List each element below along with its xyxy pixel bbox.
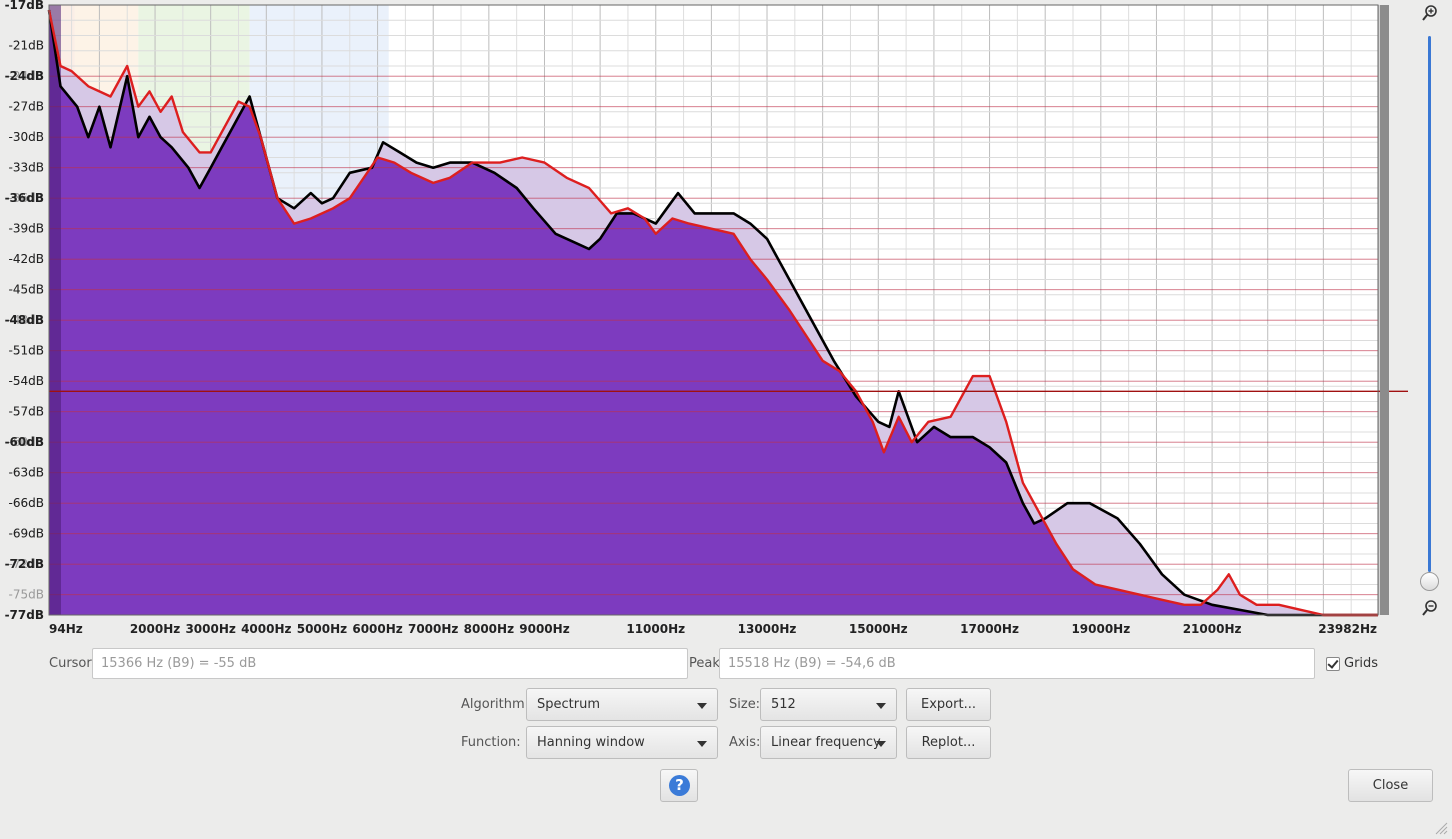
y-tick-label: -66dB — [9, 496, 44, 510]
zoom-slider-track[interactable] — [1428, 36, 1431, 572]
x-tick-label: 23982Hz — [1318, 622, 1377, 636]
x-tick-label: 94Hz — [49, 622, 83, 636]
y-tick-label: -21dB — [9, 39, 44, 53]
x-tick-label: 11000Hz — [626, 622, 685, 636]
y-tick-label: -33dB — [9, 161, 44, 175]
y-tick-label: -30dB — [9, 130, 44, 144]
peak-label: Peak: — [689, 656, 725, 671]
y-tick-label: -39dB — [9, 222, 44, 236]
y-tick-label: -63dB — [9, 466, 44, 480]
x-tick-label: 7000Hz — [408, 622, 458, 636]
axis-select[interactable]: Linear frequency — [760, 726, 897, 759]
series-line-black — [47, 9, 1378, 617]
x-tick-label: 5000Hz — [297, 622, 347, 636]
grids-checkbox[interactable] — [1326, 657, 1340, 671]
close-button[interactable]: Close — [1348, 769, 1433, 802]
zoom-out-icon[interactable] — [1421, 599, 1439, 617]
low-frequency-strip — [49, 5, 61, 615]
replot-button[interactable]: Replot... — [906, 726, 991, 759]
y-tick-label: -21dB — [9, 39, 44, 53]
y-tick-label: -42dB — [9, 252, 44, 266]
y-tick-label: -60dB — [5, 435, 44, 449]
algorithm-label: Algorithm: — [461, 697, 530, 712]
x-tick-label: 19000Hz — [1071, 622, 1130, 636]
peak-readout-field[interactable]: 15518 Hz (B9) = -54,6 dB — [719, 648, 1315, 679]
axis-value: Linear frequency — [771, 735, 881, 750]
zoom-in-icon[interactable] — [1421, 4, 1439, 22]
axis-label: Axis: — [729, 735, 761, 750]
function-label: Function: — [461, 735, 521, 750]
y-tick-label: -45dB — [9, 283, 44, 297]
algorithm-value: Spectrum — [537, 697, 600, 712]
y-tick-label: -57dB — [9, 405, 44, 419]
series-line-red — [47, 9, 1378, 617]
plot-right-scrollbar — [1380, 5, 1389, 615]
y-tick-label: -36dB — [5, 191, 44, 205]
y-tick-label: -54dB — [9, 374, 44, 388]
y-tick-label: -24dB — [9, 69, 44, 83]
y-tick-label: -66dB — [9, 496, 44, 510]
x-tick-label: 3000Hz — [185, 622, 235, 636]
x-tick-label: 17000Hz — [960, 622, 1019, 636]
cursor-label: Cursor: — [49, 656, 96, 671]
dropdown-arrow-icon — [876, 703, 886, 709]
x-tick-label: 2000Hz — [130, 622, 180, 636]
y-tick-label: -27dB — [9, 100, 44, 114]
plot-border — [48, 4, 1379, 616]
y-tick-label: -27dB — [9, 100, 44, 114]
x-tick-label: 21000Hz — [1183, 622, 1242, 636]
y-tick-label: -69dB — [9, 527, 44, 541]
y-tick-label: -42dB — [9, 252, 44, 266]
dropdown-arrow-icon — [876, 741, 886, 747]
y-tick-label: -39dB — [9, 222, 44, 236]
spectrum-plot[interactable]: -17dB -21dB -21dB -24dB -24dB -27dB -27dB -30dB… — [0, 0, 1452, 640]
y-tick-label: -48dB — [9, 313, 44, 327]
dropdown-arrow-icon — [697, 703, 707, 709]
y-tick-label: -75dB — [9, 588, 44, 602]
y-tick-label: -24dB — [5, 69, 44, 83]
dropdown-arrow-icon — [697, 741, 707, 747]
spectrum-common-area — [49, 10, 1378, 616]
y-tick-label: -33dB — [9, 161, 44, 175]
help-button[interactable]: ? — [660, 769, 698, 802]
x-tick-label: 8000Hz — [464, 622, 514, 636]
resize-grip-icon[interactable] — [1434, 821, 1448, 835]
y-tick-label: -60dB — [9, 435, 44, 449]
y-tick-label: -48dB — [5, 313, 44, 327]
y-tick-label: -72dB — [9, 557, 44, 571]
help-icon: ? — [669, 775, 690, 796]
y-tick-label: -77dB — [5, 608, 44, 622]
size-value: 512 — [771, 697, 796, 712]
x-tick-label: 6000Hz — [352, 622, 402, 636]
y-tick-label: -54dB — [9, 374, 44, 388]
x-tick-label: 4000Hz — [241, 622, 291, 636]
x-tick-label: 9000Hz — [519, 622, 569, 636]
y-tick-label: -72dB — [5, 557, 44, 571]
y-tick-label: -30dB — [9, 130, 44, 144]
y-tick-label: -57dB — [9, 405, 44, 419]
y-tick-label: -51dB — [9, 344, 44, 358]
y-tick-label: -45dB — [9, 283, 44, 297]
export-button[interactable]: Export... — [906, 688, 991, 721]
algorithm-select[interactable]: Spectrum — [526, 688, 718, 721]
function-select[interactable]: Hanning window — [526, 726, 718, 759]
function-value: Hanning window — [537, 735, 645, 750]
zoom-slider-thumb[interactable] — [1420, 572, 1439, 591]
size-select[interactable]: 512 — [760, 688, 897, 721]
y-tick-label: -63dB — [9, 466, 44, 480]
y-tick-label: -51dB — [9, 344, 44, 358]
y-tick-label: -36dB — [9, 191, 44, 205]
cursor-readout-field[interactable]: 15366 Hz (B9) = -55 dB — [92, 648, 688, 679]
y-tick-label: -69dB — [9, 527, 44, 541]
size-label: Size: — [729, 697, 761, 712]
x-tick-label: 13000Hz — [738, 622, 797, 636]
x-tick-label: 15000Hz — [849, 622, 908, 636]
grids-label[interactable]: Grids — [1344, 656, 1379, 671]
spectrum-chart[interactable]: -17dB-21dB-21dB-24dB-24dB-27dB-27dB-30dB… — [0, 0, 1452, 640]
y-tick-label: -17dB — [5, 0, 44, 12]
